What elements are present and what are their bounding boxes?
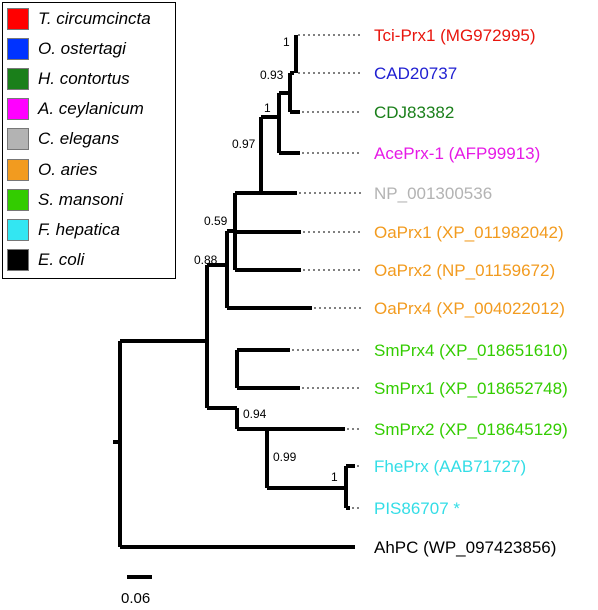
legend-swatch: [7, 189, 29, 211]
legend-item: S. mansoni: [7, 187, 177, 211]
legend-swatch: [7, 8, 29, 30]
legend-label: H. contortus: [38, 69, 130, 88]
legend-item: E. coli: [7, 247, 177, 271]
legend-swatch: [7, 68, 29, 90]
legend-item: C. elegans: [7, 126, 177, 150]
support-value: 0.88: [194, 253, 218, 267]
support-value: 1: [331, 470, 338, 484]
legend-label: T. circumcincta: [38, 9, 151, 28]
tree-branches: [113, 35, 355, 579]
leaf-label: AhPC (WP_097423856): [374, 538, 556, 557]
leaf-dotted-guides: [292, 34, 362, 509]
legend-label: A. ceylanicum: [38, 99, 144, 118]
legend-swatch: [7, 98, 29, 120]
legend-swatch: [7, 249, 29, 271]
legend-label: S. mansoni: [38, 190, 124, 209]
support-value: 0.94: [243, 407, 267, 421]
leaf-label: OaPrx1 (XP_011982042): [374, 223, 564, 242]
legend-label: C. elegans: [38, 129, 120, 148]
leaf-labels: Tci-Prx1 (MG972995) CAD20737 CDJ83382 Ac…: [374, 26, 568, 557]
legend-swatch: [7, 128, 29, 150]
leaf-label: SmPrx4 (XP_018651610): [374, 341, 568, 360]
legend-swatch: [7, 38, 29, 60]
legend-item: O. ostertagi: [7, 36, 177, 60]
leaf-label: Tci-Prx1 (MG972995): [374, 26, 536, 45]
leaf-label: CDJ83382: [374, 103, 454, 122]
leaf-label: SmPrx2 (XP_018645129): [374, 420, 568, 439]
legend-label: O. ostertagi: [38, 39, 126, 58]
legend-label: E. coli: [38, 250, 85, 269]
legend-item: O. aries: [7, 157, 177, 181]
leaf-label: OaPrx2 (NP_01159672): [374, 261, 555, 280]
support-value: 1: [264, 101, 271, 115]
support-value: 0.97: [232, 137, 256, 151]
legend-item: T. circumcincta: [7, 6, 177, 30]
leaf-label: PIS86707 *: [374, 499, 460, 518]
support-value: 1: [283, 35, 290, 49]
support-value: 0.59: [204, 214, 228, 228]
leaf-label: CAD20737: [374, 64, 457, 83]
legend-label: F. hepatica: [38, 220, 120, 239]
leaf-label: NP_001300536: [374, 184, 492, 203]
legend-item: F. hepatica: [7, 217, 177, 241]
leaf-label: SmPrx1 (XP_018652748): [374, 379, 568, 398]
support-value: 0.99: [273, 450, 297, 464]
scale-bar-label: 0.06: [121, 590, 150, 607]
leaf-label: OaPrx4 (XP_004022012): [374, 299, 565, 318]
leaf-label: FhePrx (AAB71727): [374, 457, 526, 476]
leaf-label: AcePrx-1 (AFP99913): [374, 144, 540, 163]
support-value: 0.93: [260, 68, 284, 82]
support-values: 1 0.93 1 0.97 0.59 0.88 0.94 0.99 1: [194, 35, 338, 484]
legend-item: H. contortus: [7, 66, 177, 90]
legend-label: O. aries: [38, 160, 98, 179]
legend-swatch: [7, 159, 29, 181]
legend-item: A. ceylanicum: [7, 96, 177, 120]
legend-swatch: [7, 219, 29, 241]
species-legend: T. circumcincta O. ostertagi H. contortu…: [2, 2, 176, 279]
